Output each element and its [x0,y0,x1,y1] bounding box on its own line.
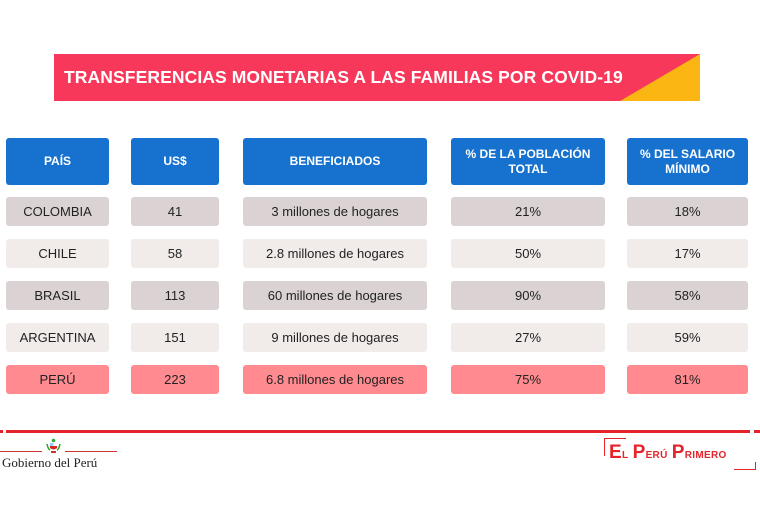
cell-pais: BRASIL [6,281,109,310]
header-beneficiados: BENEFICIADOS [243,138,427,185]
cell-salario: 18% [627,197,748,226]
cell-poblacion: 21% [451,197,605,226]
logo-bracket [604,438,626,456]
cell-pais: COLOMBIA [6,197,109,226]
cell-usd: 223 [131,365,219,394]
cell-salario: 81% [627,365,748,394]
divider-dot [754,430,760,433]
brand-letter: P [671,442,685,463]
el-peru-primero-logo: El Perú Primero [604,438,756,470]
cell-salario: 17% [627,239,748,268]
logo-line [65,451,117,452]
cell-usd: 58 [131,239,219,268]
header-salario: % DEL SALARIO MÍNIMO [627,138,748,185]
cell-poblacion: 27% [451,323,605,352]
cell-pais: PERÚ [6,365,109,394]
gobierno-logo: Gobierno del Perú [0,438,118,474]
cell-beneficiados: 6.8 millones de hogares [243,365,427,394]
brand-text: El Perú Primero [609,442,727,464]
cell-pais: ARGENTINA [6,323,109,352]
brand-part: l [621,445,633,461]
page-title: TRANSFERENCIAS MONETARIAS A LAS FAMILIAS… [64,67,623,87]
cell-beneficiados: 2.8 millones de hogares [243,239,427,268]
cell-usd: 41 [131,197,219,226]
cell-poblacion: 90% [451,281,605,310]
cell-poblacion: 75% [451,365,605,394]
cell-poblacion: 50% [451,239,605,268]
cell-pais: CHILE [6,239,109,268]
cell-beneficiados: 9 millones de hogares [243,323,427,352]
brand-letter: P [632,442,646,463]
header-usd: US$ [131,138,219,185]
cell-usd: 113 [131,281,219,310]
title-accent-triangle [620,54,700,101]
divider-dot [0,430,3,433]
brand-part: erú [645,445,672,461]
brand-letter: E [609,442,622,463]
cell-salario: 58% [627,281,748,310]
header-pais: PAÍS [6,138,109,185]
peru-coat-of-arms-icon [46,438,61,453]
cell-usd: 151 [131,323,219,352]
footer-divider [6,430,750,433]
header-poblacion: % DE LA POBLACIÓN TOTAL [451,138,605,185]
logo-line [0,451,42,452]
logo-bracket [734,462,756,470]
brand-part: rimero [684,445,727,461]
cell-beneficiados: 60 millones de hogares [243,281,427,310]
cell-salario: 59% [627,323,748,352]
gobierno-label: Gobierno del Perú [2,455,98,470]
title-banner: TRANSFERENCIAS MONETARIAS A LAS FAMILIAS… [54,54,700,101]
cell-beneficiados: 3 millones de hogares [243,197,427,226]
